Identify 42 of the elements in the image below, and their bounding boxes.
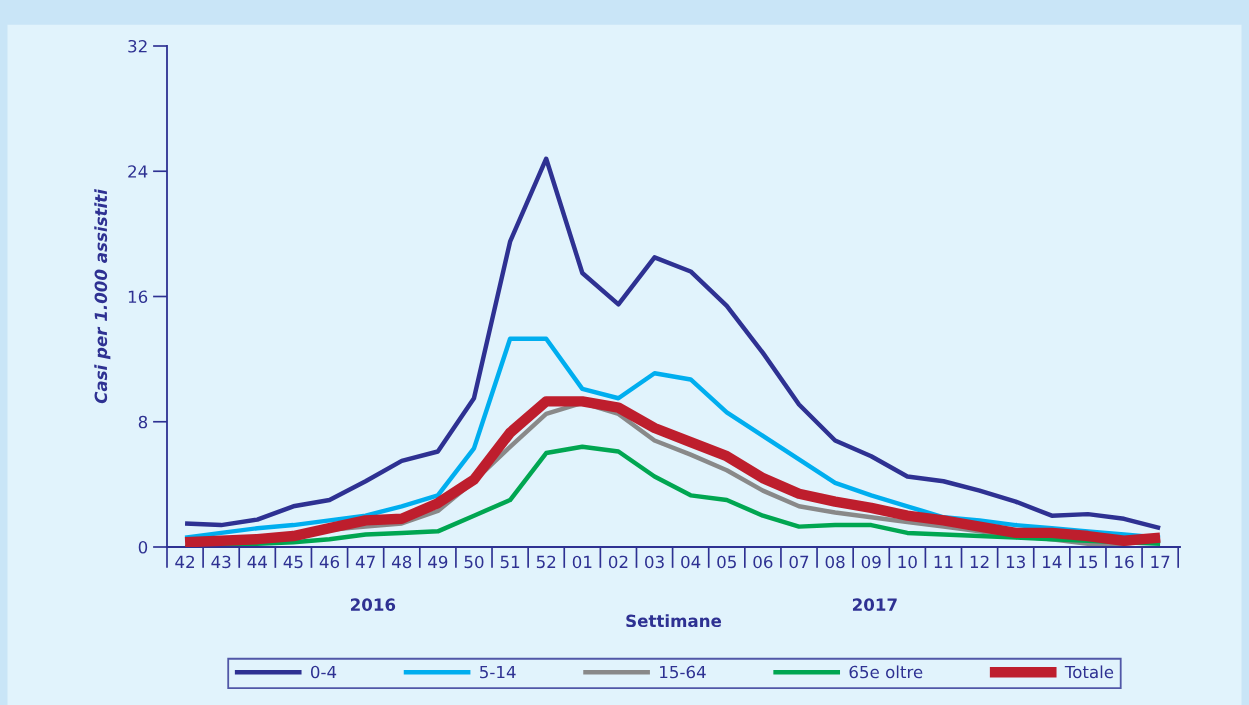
x-tick-label: 50 bbox=[464, 555, 484, 569]
x-tick-label: 08 bbox=[825, 555, 845, 569]
x-tick-label: 15 bbox=[1079, 555, 1098, 569]
x-tick-label: 51 bbox=[500, 555, 520, 569]
y-tick-label: 24 bbox=[128, 165, 148, 178]
x-tick-label: 43 bbox=[211, 555, 231, 569]
y-tick-label: 16 bbox=[128, 290, 148, 304]
x-tick-label: 16 bbox=[1115, 555, 1134, 569]
legend-label: 15-64 bbox=[660, 665, 706, 679]
x-tick-label: 05 bbox=[717, 555, 736, 569]
x-tick-label: 46 bbox=[319, 555, 340, 569]
x-tick-label: 45 bbox=[283, 555, 303, 569]
x-tick-label: 49 bbox=[428, 555, 448, 569]
x-tick-label: 47 bbox=[355, 555, 375, 568]
x-tick-label: 48 bbox=[391, 555, 412, 569]
x-tick-label: 42 bbox=[175, 555, 194, 568]
x-tick-label: 01 bbox=[572, 555, 592, 569]
y-tick-label: 32 bbox=[128, 39, 147, 53]
x-tick-label: 06 bbox=[753, 555, 773, 569]
x-tick-label: 09 bbox=[861, 555, 881, 569]
x-tick-label: 03 bbox=[645, 555, 664, 569]
x-tick-label: 07 bbox=[789, 555, 809, 569]
x-tick-label: 04 bbox=[681, 555, 701, 569]
x-tick-label: 11 bbox=[934, 555, 953, 568]
x-tick-label: 17 bbox=[1151, 555, 1170, 568]
x-tick-label: 12 bbox=[970, 555, 989, 568]
x-tick-label: 52 bbox=[536, 555, 556, 569]
x-tick-label: 10 bbox=[898, 555, 917, 569]
x-tick-label: 13 bbox=[1006, 555, 1025, 569]
legend-label: Totale bbox=[1064, 665, 1114, 679]
legend-label: 5-14 bbox=[480, 665, 516, 679]
x-tick-label: 44 bbox=[247, 555, 267, 568]
y-tick-label: 8 bbox=[138, 415, 148, 429]
y-tick-label: 0 bbox=[138, 540, 148, 554]
x-axis-title: Settimane bbox=[626, 614, 722, 628]
legend-label: 0-4 bbox=[310, 665, 337, 679]
text: 2017 bbox=[852, 598, 897, 611]
x-tick-label: 14 bbox=[1043, 555, 1062, 568]
text: 2016 bbox=[350, 598, 396, 611]
y-axis-title: Casi per 1.000 assistiti bbox=[94, 188, 111, 404]
x-tick-label: 02 bbox=[608, 555, 628, 569]
legend-label: 65e oltre bbox=[849, 665, 923, 679]
